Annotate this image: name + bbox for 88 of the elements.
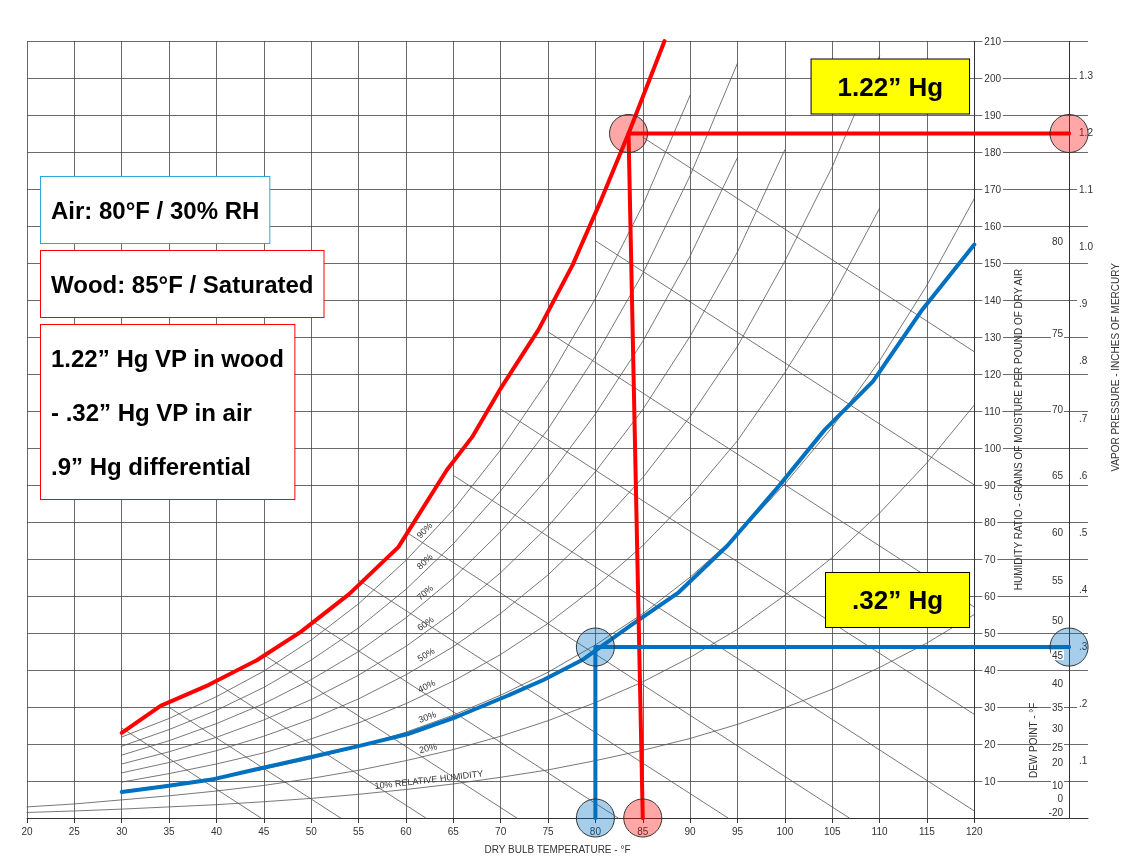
y-axis-title: HUMIDITY RATIO - GRAINS OF MOISTURE PER POUND OF DRY AIR xyxy=(1013,268,1025,591)
y-tick-label: 170 xyxy=(984,183,1002,195)
y-tick-label: 60 xyxy=(984,590,996,602)
y2-tick-label: .5 xyxy=(1079,526,1088,538)
annotation: 55 xyxy=(1051,574,1064,586)
x-tick-label: 80 xyxy=(589,825,602,837)
x-tick-label: 70 xyxy=(495,825,507,837)
text: 20% xyxy=(418,741,438,756)
y-tick-label: 10 xyxy=(984,775,996,787)
y-tick-label: 120 xyxy=(984,368,1002,380)
annotation: 1.22” Hg VP in wood - .32” Hg VP in air .9” Hg differential xyxy=(51,344,284,480)
y2-tick-label: .9 xyxy=(1079,298,1088,310)
text: 70% xyxy=(415,583,436,603)
annotation: 40 xyxy=(1051,677,1064,689)
x-tick-label: 90 xyxy=(684,825,697,837)
x-axis-title: DRY BULB TEMPERATURE - °F xyxy=(484,843,631,855)
x-tick-label: 105 xyxy=(823,825,841,837)
y-tick-label: 160 xyxy=(984,220,1002,232)
text: 80% xyxy=(414,551,435,572)
annotation: DEW POINT - °F xyxy=(1027,702,1039,779)
x-tick-label: 95 xyxy=(731,825,744,837)
x-tick-label: 100 xyxy=(776,825,794,837)
y2-axis-title: VAPOR PRESSURE - INCHES OF MERCURY xyxy=(1109,262,1121,472)
y-tick-label: 180 xyxy=(984,146,1002,158)
y-tick-label: 200 xyxy=(984,72,1002,84)
annotation: 0 xyxy=(1057,792,1064,804)
x-tick-label: 120 xyxy=(965,825,984,837)
y-tick-label: 130 xyxy=(984,331,1002,343)
x-tick-label: 30 xyxy=(116,825,128,837)
annotation: 20 xyxy=(1051,756,1064,768)
annotation: 1.22” Hg xyxy=(837,71,944,102)
x-tick-label: 75 xyxy=(542,825,555,837)
y-tick-label: 40 xyxy=(984,664,996,676)
y-tick-label: 210 xyxy=(984,35,1002,47)
x-tick-label: 40 xyxy=(210,825,223,837)
x-tick-label: 115 xyxy=(918,825,936,837)
y2-tick-label: .2 xyxy=(1079,698,1088,710)
annotation: 10 xyxy=(1051,779,1064,791)
x-tick-label: 50 xyxy=(305,825,318,837)
y-tick-label: 100 xyxy=(984,442,1002,454)
annotation: .32” Hg xyxy=(852,585,944,616)
text: 50% xyxy=(415,645,437,664)
text: 30% xyxy=(417,709,438,725)
x-tick-label: 25 xyxy=(68,825,81,837)
text: 10% RELATIVE HUMIDITY xyxy=(374,768,484,792)
y-tick-label: 190 xyxy=(984,109,1002,121)
x-tick-label: 110 xyxy=(871,825,888,837)
annotation: 45 xyxy=(1051,649,1064,661)
x-tick-label: 35 xyxy=(163,825,176,837)
annotation: 50 xyxy=(1051,614,1064,626)
y-tick-label: 70 xyxy=(984,553,996,565)
x-tick-label: 85 xyxy=(637,825,649,837)
annotation: 65 xyxy=(1051,469,1064,481)
x-tick-label: 65 xyxy=(447,825,460,837)
text: 60% xyxy=(415,614,436,633)
y2-tick-label: .4 xyxy=(1079,583,1088,595)
annotation: 30 xyxy=(1051,722,1064,734)
y2-tick-label: .1 xyxy=(1079,755,1088,767)
annotation: Air: 80°F / 30% RH xyxy=(51,196,260,224)
y2-tick-label: .6 xyxy=(1079,469,1088,481)
y2-tick-label: 1.3 xyxy=(1079,69,1094,81)
annotation: 35 xyxy=(1051,701,1064,713)
y2-tick-label: 1.0 xyxy=(1079,241,1094,253)
y2-tick-label: .8 xyxy=(1079,355,1088,367)
y2-tick-label: .7 xyxy=(1079,412,1088,424)
annotation: 70 xyxy=(1051,403,1064,415)
x-tick-label: 20 xyxy=(21,825,33,837)
y-tick-label: 80 xyxy=(984,516,996,528)
annotation: 75 xyxy=(1051,327,1064,339)
x-tick-label: 60 xyxy=(400,825,412,837)
annotation: 60 xyxy=(1051,526,1064,538)
y-tick-label: 110 xyxy=(984,405,1001,417)
annotation: 25 xyxy=(1051,741,1064,753)
y-tick-label: 30 xyxy=(984,701,996,713)
y-tick-label: 20 xyxy=(984,738,996,750)
annotation: -20 xyxy=(1048,806,1064,818)
y-tick-label: 90 xyxy=(984,479,996,491)
y-tick-label: 150 xyxy=(984,257,1002,269)
y2-tick-label: 1.1 xyxy=(1079,184,1094,196)
y-tick-label: 140 xyxy=(984,294,1002,306)
annotation: Wood: 85°F / Saturated xyxy=(51,270,314,298)
text: 90% xyxy=(414,520,435,541)
y2-tick-label: .3 xyxy=(1079,641,1088,653)
x-tick-label: 55 xyxy=(353,825,365,837)
text: 40% xyxy=(416,677,437,695)
x-tick-label: 45 xyxy=(258,825,270,837)
annotation: 80 xyxy=(1051,235,1064,247)
y-tick-label: 50 xyxy=(984,627,996,639)
